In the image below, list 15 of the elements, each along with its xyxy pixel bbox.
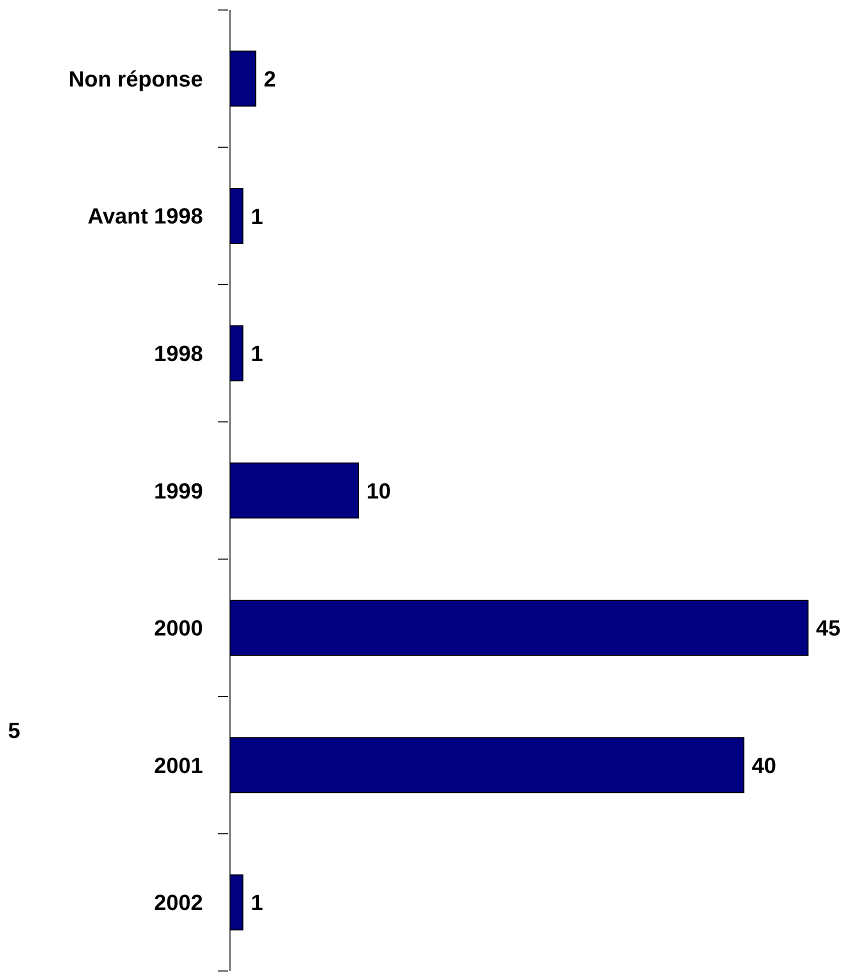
data-label: 10 [366,478,391,504]
text: 5 [8,718,20,744]
data-label: 45 [816,616,840,641]
data-label: 40 [752,752,776,778]
data-label: 1 [250,204,264,229]
y-tick-label: 2000 [154,616,203,641]
data-label: 2 [264,66,276,92]
y-tick-label: Avant 1998 [88,204,203,229]
y-tick-label: 1999 [154,478,203,504]
y-tick-label: 2002 [154,890,203,916]
y-tick-label: 2001 [154,752,203,778]
y-tick-label: 1998 [154,341,203,366]
y-tick-label: Non réponse [68,66,203,92]
data-label: 1 [250,890,264,916]
data-label: 1 [250,341,264,366]
